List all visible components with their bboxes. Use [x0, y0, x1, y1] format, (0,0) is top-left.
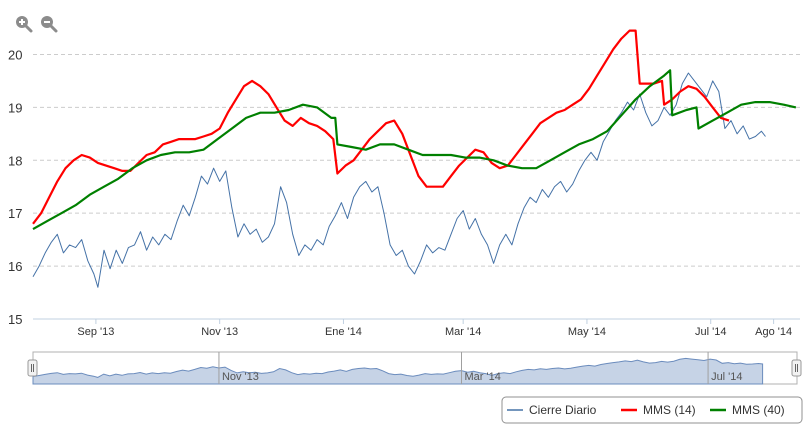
zoom-out-icon[interactable] [41, 16, 58, 33]
legend-item-mms-14[interactable]: MMS (14) [621, 403, 696, 417]
series-line-cierre-diario [32, 72, 766, 288]
y-tick-label: 17 [8, 206, 22, 221]
y-tick-label: 18 [8, 153, 22, 168]
navigator-series-area [32, 357, 764, 385]
series-line-mms-40 [32, 69, 797, 231]
x-tick-label: May '14 [568, 326, 606, 338]
legend-label: MMS (40) [732, 403, 785, 417]
legend-item-mms-40[interactable]: MMS (40) [710, 403, 785, 417]
x-tick-label: Ago '14 [755, 326, 792, 338]
x-tick-label: Sep '13 [77, 326, 114, 338]
x-tick-label: Jul '14 [695, 326, 726, 338]
y-axis: 15 16 17 18 19 20 [8, 47, 22, 327]
navigator-tick-label: Mar '14 [464, 371, 500, 383]
series-line-mms-14 [32, 29, 730, 225]
zoom-in-icon[interactable] [16, 16, 33, 33]
legend-label: MMS (14) [643, 403, 696, 417]
navigator-tick-label: Nov '13 [222, 371, 259, 383]
navigator[interactable]: Nov '13 Mar '14 Jul '14 [27, 351, 802, 385]
y-tick-label: 20 [8, 47, 22, 62]
navigator-handle-right[interactable] [791, 359, 802, 377]
x-tick-label: Mar '14 [445, 326, 481, 338]
y-tick-label: 16 [8, 259, 22, 274]
navigator-handle-left[interactable] [27, 359, 38, 377]
legend-label: Cierre Diario [529, 403, 597, 417]
navigator-tick-label: Jul '14 [711, 371, 742, 383]
x-tick-label: Ene '14 [325, 326, 362, 338]
plot-area [32, 29, 797, 288]
navigator-axis: Nov '13 Mar '14 Jul '14 [218, 352, 743, 384]
legend-item-cierre-diario[interactable]: Cierre Diario [507, 403, 597, 417]
y-tick-label: 15 [8, 312, 22, 327]
legend: Cierre Diario MMS (14) MMS (40) [501, 396, 803, 424]
x-axis: Sep '13 Nov '13 Ene '14 Mar '14 May '14 Jul '… [77, 319, 792, 338]
y-tick-label: 19 [8, 100, 22, 115]
legend-box [501, 396, 803, 424]
x-tick-label: Nov '13 [201, 326, 238, 338]
